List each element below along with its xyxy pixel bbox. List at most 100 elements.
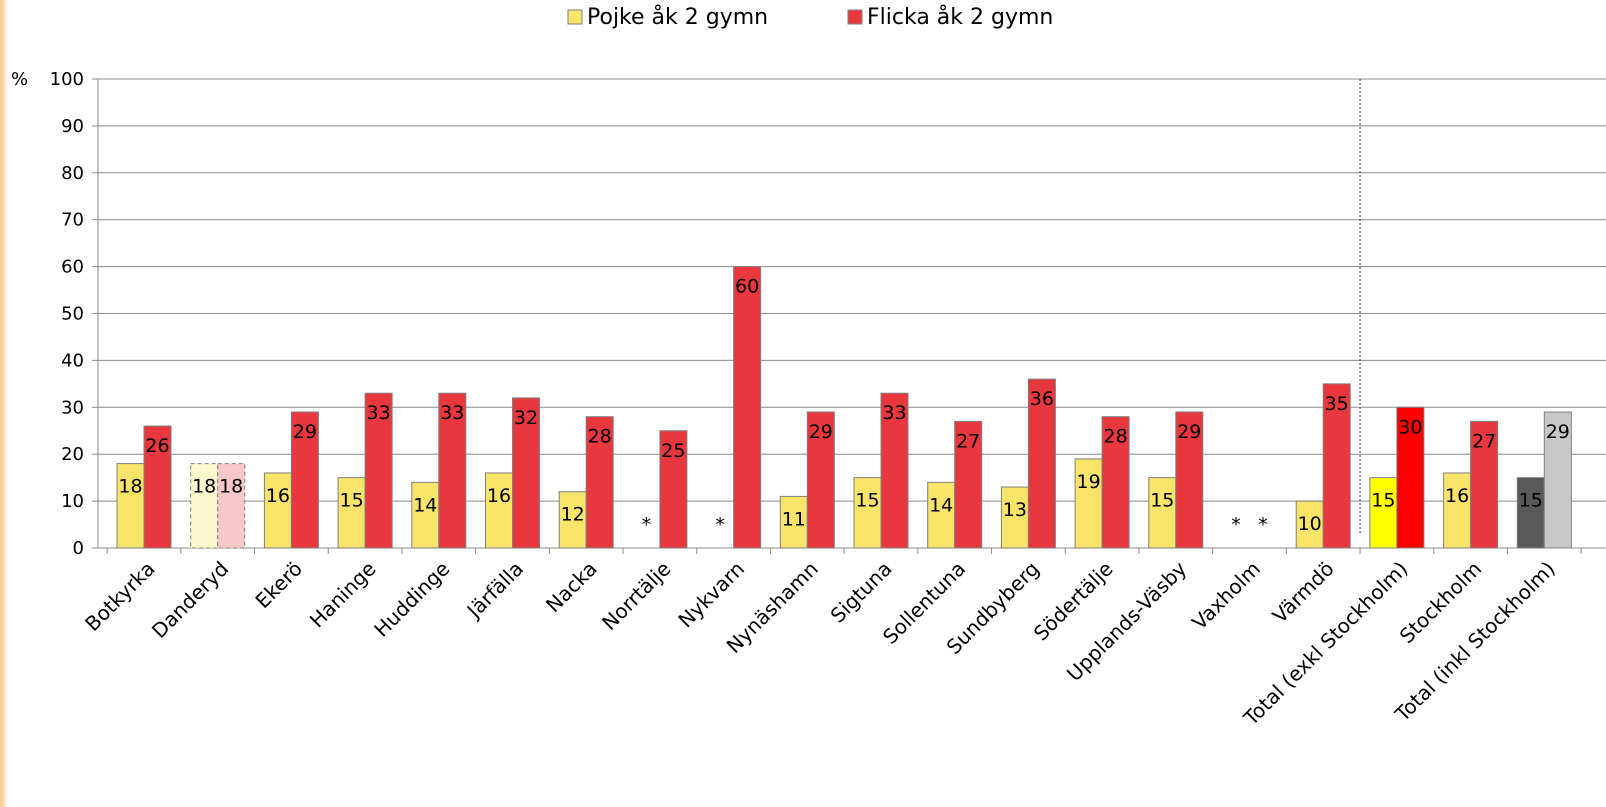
data-label: 15 xyxy=(340,490,364,512)
bar-pojke xyxy=(853,477,882,549)
data-label: 60 xyxy=(735,276,759,298)
data-label: 33 xyxy=(440,402,464,424)
data-label: 18 xyxy=(219,476,243,498)
missing-value-marker: * xyxy=(1258,514,1268,536)
data-label: 15 xyxy=(1371,490,1395,512)
category-label: Haninge xyxy=(305,557,381,633)
data-label: 25 xyxy=(661,440,685,462)
y-tick-label: 100 xyxy=(50,69,84,90)
bar-flicka xyxy=(733,266,762,549)
missing-value-marker: * xyxy=(1231,514,1241,536)
category-label: Sigtuna xyxy=(826,557,897,628)
bar-flicka xyxy=(1543,411,1572,549)
bar-pojke xyxy=(1516,477,1545,549)
data-label: 28 xyxy=(1104,426,1128,448)
data-label: 27 xyxy=(956,430,980,452)
bar-flicka xyxy=(585,416,614,549)
data-label: 32 xyxy=(514,407,538,429)
category-label: Danderyd xyxy=(147,557,233,643)
bar-pojke xyxy=(1148,477,1177,549)
data-label: 30 xyxy=(1398,416,1422,438)
data-label: 16 xyxy=(1445,485,1469,507)
y-tick-label: 90 xyxy=(61,116,84,137)
bar-flicka xyxy=(954,420,983,549)
legend-swatch-flicka xyxy=(847,9,863,25)
bar-flicka xyxy=(1027,378,1056,549)
data-label: 35 xyxy=(1325,393,1349,415)
bar-flicka xyxy=(1175,411,1204,549)
data-label: 28 xyxy=(588,426,612,448)
data-label: 18 xyxy=(118,476,142,498)
missing-value-marker: * xyxy=(642,514,652,536)
data-label: 15 xyxy=(1519,490,1543,512)
data-label: 10 xyxy=(1298,513,1322,535)
bar-flicka xyxy=(438,392,467,549)
data-label: 29 xyxy=(1546,421,1570,443)
category-label: Järfälla xyxy=(461,557,528,624)
bar-pojke xyxy=(190,463,219,549)
data-label: 36 xyxy=(1030,388,1054,410)
data-label: 33 xyxy=(882,402,906,424)
category-label: Norrtälje xyxy=(597,557,675,635)
data-label: 27 xyxy=(1472,430,1496,452)
bar-pojke xyxy=(1000,486,1029,549)
data-label: 11 xyxy=(782,508,806,530)
data-label: 12 xyxy=(561,504,585,526)
data-label: 26 xyxy=(145,435,169,457)
category-label: Ekerö xyxy=(250,557,306,613)
data-label: 29 xyxy=(809,421,833,443)
y-tick-label: 80 xyxy=(61,163,84,184)
left-edge-decoration xyxy=(0,0,6,807)
bar-flicka xyxy=(143,425,172,549)
category-label: Nacka xyxy=(541,557,602,618)
y-tick-label: 20 xyxy=(61,444,84,465)
bar-flicka xyxy=(364,392,393,549)
bar-pojke xyxy=(1295,500,1324,549)
bar-flicka xyxy=(290,411,319,549)
bar-pojke xyxy=(927,481,956,549)
bar-flicka xyxy=(806,411,835,549)
bar-pojke xyxy=(1369,477,1398,549)
y-axis-label: % xyxy=(11,69,28,90)
bar-flicka xyxy=(1101,416,1130,549)
bar-flicka xyxy=(1322,383,1351,549)
data-label: 33 xyxy=(367,402,391,424)
y-tick-label: 50 xyxy=(61,304,84,325)
y-tick-label: 30 xyxy=(61,397,84,418)
legend-label-flicka: Flicka åk 2 gymn xyxy=(867,4,1053,30)
data-label: 29 xyxy=(293,421,317,443)
legend-swatch-pojke xyxy=(567,9,583,25)
bar-pojke xyxy=(411,481,440,549)
y-tick-label: 60 xyxy=(61,257,84,278)
data-label: 14 xyxy=(929,494,953,516)
data-label: 13 xyxy=(1003,499,1027,521)
bar-flicka xyxy=(217,463,246,549)
bar-pojke xyxy=(263,472,292,549)
category-label: Värmdö xyxy=(1268,557,1339,628)
bar-flicka xyxy=(880,392,909,549)
missing-value-marker: * xyxy=(715,514,725,536)
data-label: 15 xyxy=(1150,490,1174,512)
y-tick-label: 40 xyxy=(61,350,84,371)
data-label: 18 xyxy=(192,476,216,498)
category-label: Huddinge xyxy=(369,557,454,642)
data-label: 14 xyxy=(413,494,437,516)
data-label: 16 xyxy=(487,485,511,507)
bar-pojke xyxy=(337,477,366,549)
data-label: 15 xyxy=(855,490,879,512)
bar-flicka xyxy=(512,397,540,549)
bar-flicka xyxy=(659,430,688,549)
data-label: 19 xyxy=(1077,471,1101,493)
y-tick-label: 10 xyxy=(61,491,84,512)
data-label: 16 xyxy=(266,485,290,507)
bar-pojke xyxy=(485,472,513,549)
legend-label-pojke: Pojke åk 2 gymn xyxy=(587,4,768,30)
category-label: Nykvarn xyxy=(673,557,749,633)
bar-flicka xyxy=(1396,406,1425,549)
bar-pojke xyxy=(116,463,145,549)
bar-pojke xyxy=(558,491,587,549)
y-tick-label: 0 xyxy=(73,538,84,559)
data-label: 29 xyxy=(1177,421,1201,443)
y-tick-label: 70 xyxy=(61,210,84,231)
